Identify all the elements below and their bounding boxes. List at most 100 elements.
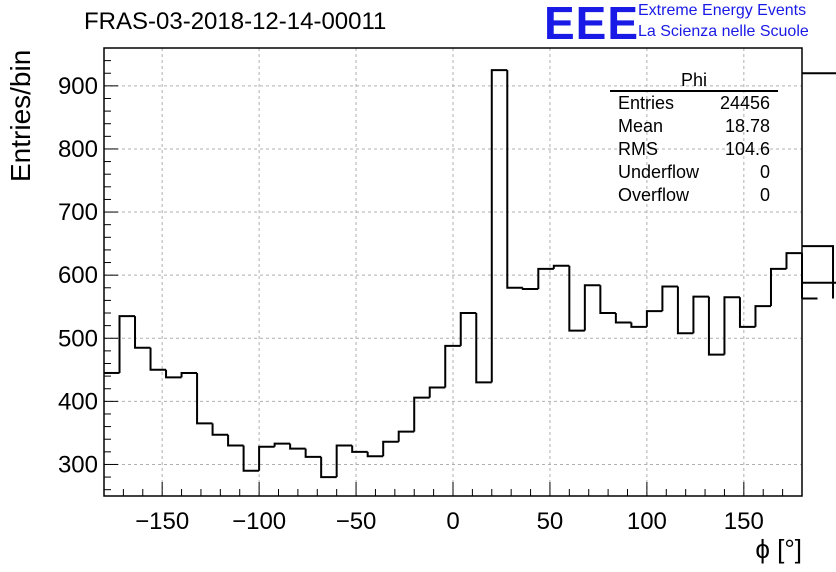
- stats-row-value: 0: [759, 162, 770, 182]
- histogram-bin-step: [134, 316, 151, 349]
- histogram-bin: [676, 286, 694, 335]
- stats-row: RMS 104.6: [610, 138, 778, 161]
- histogram-bin: [614, 313, 632, 324]
- histogram-bin: [320, 456, 337, 479]
- x-tick-label: 100: [627, 508, 667, 535]
- histogram-bin-step: [738, 297, 756, 328]
- histogram-bin-step: [335, 444, 353, 478]
- stats-row-value: 104.6: [724, 139, 770, 159]
- stats-row-value: 18.78: [724, 116, 770, 136]
- histogram-bin: [366, 451, 384, 458]
- logo-subtitle-line2: La Scienza nelle Scuole: [638, 23, 809, 40]
- histogram-bin: [490, 69, 508, 383]
- x-axis-label: ϕ [°]: [755, 534, 802, 564]
- histogram-bin: [506, 70, 523, 289]
- histogram-bin-step: [196, 372, 213, 425]
- histogram-bin: [242, 445, 260, 472]
- histogram-bin-step: [397, 430, 415, 442]
- stats-row-value: 0: [759, 185, 770, 205]
- histogram-bin-step: [444, 344, 461, 388]
- histogram-bin: [754, 305, 771, 327]
- stats-row-label: Underflow: [618, 162, 700, 182]
- stats-row-value: 24456: [719, 93, 770, 113]
- histogram-bin: [568, 265, 585, 332]
- histogram-bin-step: [707, 296, 725, 356]
- histogram-bin-step: [258, 445, 275, 471]
- histogram-bin: [211, 423, 229, 436]
- histogram-bin: [723, 296, 740, 355]
- histogram-bin-step: [754, 305, 771, 327]
- y-tick-label: 700: [58, 199, 98, 226]
- histogram-bin: [599, 285, 616, 315]
- histogram-bin-step: [366, 451, 384, 458]
- histogram-bin: [196, 372, 213, 425]
- histogram-bin: [444, 344, 461, 388]
- eee-logo: EEE: [544, 0, 640, 49]
- histogram-bin: [134, 316, 151, 349]
- stats-row-label: Entries: [618, 93, 675, 113]
- x-tick-label: −50: [336, 508, 377, 535]
- histogram-bin-step: [692, 295, 709, 334]
- histogram-bin-step: [802, 281, 836, 284]
- histogram-bin-step: [242, 445, 260, 472]
- histogram-bin: [335, 444, 353, 478]
- histogram-bin: [382, 440, 399, 457]
- histogram-bin-step: [661, 285, 678, 312]
- y-tick-label: 400: [58, 388, 98, 415]
- grid-lines: [104, 48, 802, 496]
- histogram-bin-step: [630, 322, 647, 328]
- histogram-bin: [351, 445, 368, 453]
- histogram-bin: [304, 448, 322, 458]
- histogram-bin: [289, 443, 306, 450]
- axis-ticks: [103, 60, 803, 496]
- x-tick-label: −100: [232, 508, 286, 535]
- x-tick-label: −150: [135, 508, 189, 535]
- histogram-bin: [180, 371, 198, 378]
- histogram-bin-step: [165, 369, 182, 379]
- histogram-bin: [583, 284, 601, 331]
- histogram-bin: [165, 369, 182, 379]
- histogram-bin-step: [802, 245, 835, 299]
- histogram-bin: [738, 297, 756, 328]
- histogram-bin-step: [273, 442, 291, 447]
- stats-row: Entries 24456: [610, 92, 778, 115]
- histogram-bin: [552, 264, 570, 269]
- histogram-bin: [459, 312, 477, 346]
- histogram-bin-step: [645, 310, 663, 327]
- x-tick-label: 150: [724, 508, 764, 535]
- histogram-bin-step: [769, 267, 787, 307]
- histogram-bin-step: [552, 264, 570, 269]
- stats-row: Overflow 0: [610, 184, 778, 207]
- histogram-bin: [802, 245, 835, 299]
- histogram-bin-step: [149, 347, 167, 371]
- histogram-bin-step: [568, 265, 585, 332]
- histogram-bin-step: [521, 287, 539, 291]
- y-tick-label: 500: [58, 325, 98, 352]
- histogram-bin: [802, 72, 836, 75]
- histogram-bin: [707, 296, 725, 356]
- y-tick-label: 900: [58, 73, 98, 100]
- x-tick-label: 50: [537, 508, 564, 535]
- histogram-bin-step: [614, 313, 632, 324]
- histogram-bin-step: [227, 434, 244, 447]
- histogram-bin-step: [382, 440, 399, 457]
- y-axis-label: Entries/bin: [5, 50, 36, 182]
- histogram-bin-step: [537, 267, 554, 290]
- histogram-bin-step: [211, 423, 229, 436]
- histogram-bin: [413, 396, 430, 432]
- histogram-bin-step: [459, 312, 477, 346]
- histogram-bin: [149, 347, 167, 371]
- histogram-bin: [227, 434, 244, 447]
- histogram-bin-step: [320, 456, 337, 479]
- histogram-bin-step: [599, 285, 616, 315]
- histogram-bin-step: [180, 371, 198, 378]
- histogram-bin-step: [289, 443, 306, 450]
- histogram-bin-step: [506, 70, 523, 289]
- y-tick-label: 300: [58, 451, 98, 478]
- histogram-series: [104, 69, 836, 479]
- histogram-bin: [645, 310, 663, 327]
- histogram-bin: [258, 445, 275, 471]
- histogram-bin: [769, 267, 787, 307]
- histogram-bin: [118, 315, 136, 373]
- logo-subtitle-line1: Extreme Energy Events: [638, 2, 807, 19]
